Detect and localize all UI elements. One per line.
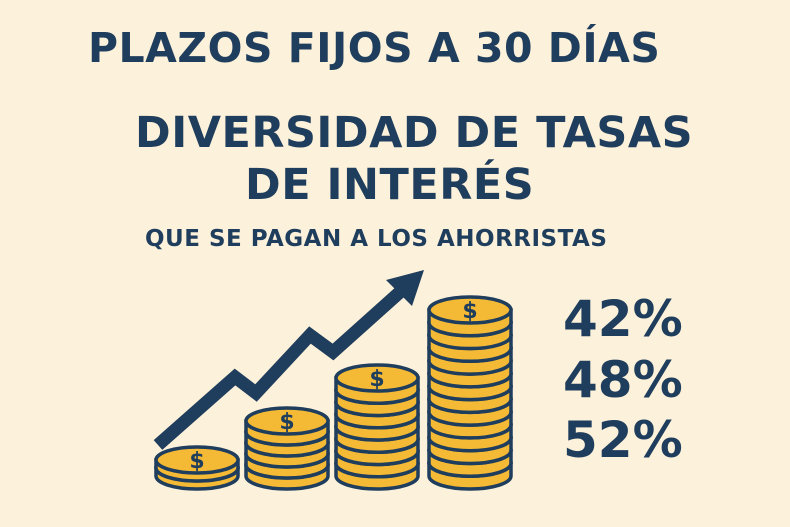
rate-3: 52% [563, 411, 683, 469]
coin-stack: $ [334, 363, 420, 491]
coin-stack: $ [427, 295, 513, 491]
subheading: QUE SE PAGAN A LOS AHORRISTAS [145, 226, 608, 252]
dollar-sign-icon: $ [462, 299, 477, 324]
coin [334, 363, 420, 405]
heading-line-2: DE INTERÉS [245, 160, 535, 210]
coin-stack: $ [244, 406, 330, 491]
coin-stack: $ [154, 445, 240, 491]
page-title: PLAZOS FIJOS A 30 DÍAS [88, 24, 661, 72]
rate-2: 48% [563, 351, 683, 409]
heading-line-1: DIVERSIDAD DE TASAS [135, 108, 694, 158]
coin [244, 406, 330, 447]
coin [427, 295, 513, 338]
rising-arrow-icon [153, 270, 424, 450]
dollar-sign-icon: $ [279, 410, 294, 435]
dollar-sign-icon: $ [369, 367, 384, 392]
dollar-sign-icon: $ [189, 449, 204, 474]
rate-1: 42% [563, 290, 683, 348]
coin [154, 445, 240, 483]
